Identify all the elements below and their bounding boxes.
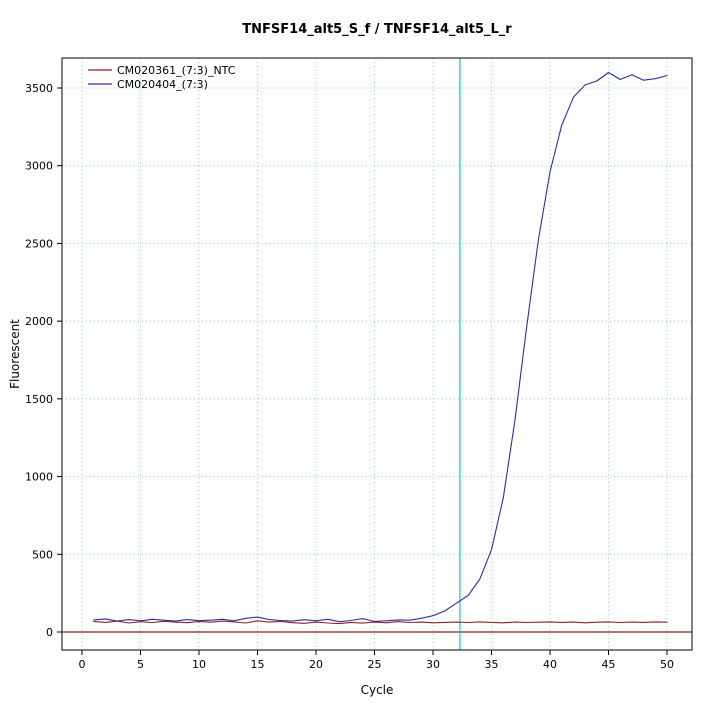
y-axis-label: Fluorescent	[8, 319, 22, 389]
x-tick-label: 50	[660, 658, 674, 671]
x-tick-label: 30	[426, 658, 440, 671]
x-tick-label: 5	[137, 658, 144, 671]
y-tick-label: 3000	[25, 160, 53, 173]
y-tick-label: 0	[46, 626, 53, 639]
y-tick-label: 2500	[25, 237, 53, 250]
x-tick-label: 10	[192, 658, 206, 671]
x-tick-label: 35	[485, 658, 499, 671]
x-axis-label: Cycle	[361, 683, 394, 697]
legend-label: CM020404_(7:3)	[117, 78, 208, 91]
gridlines	[62, 58, 692, 650]
y-tick-label: 3500	[25, 82, 53, 95]
y-tick-label: 2000	[25, 315, 53, 328]
x-tick-label: 0	[79, 658, 86, 671]
x-tick-label: 40	[543, 658, 557, 671]
x-tick-label: 45	[602, 658, 616, 671]
series-lines	[93, 71, 668, 625]
series-line-CM020361_(7:3)_NTC	[93, 620, 668, 625]
x-tick-label: 25	[368, 658, 382, 671]
y-tick-label: 1000	[25, 471, 53, 484]
y-tick-label: 500	[32, 548, 53, 561]
legend-label: CM020361_(7:3)_NTC	[117, 64, 236, 77]
y-tick-label: 1500	[25, 393, 53, 406]
plot-border	[61, 57, 693, 651]
marker-lines	[62, 58, 692, 650]
chart-title: TNFSF14_alt5_S_f / TNFSF14_alt5_L_r	[242, 22, 512, 37]
x-tick-label: 20	[309, 658, 323, 671]
x-tick-label: 15	[251, 658, 265, 671]
axes: 0 5 10 15 20 25 30 35 40 45 5005001000150020002500…	[25, 82, 674, 671]
series-line-CM020404_(7:3)	[93, 71, 668, 623]
